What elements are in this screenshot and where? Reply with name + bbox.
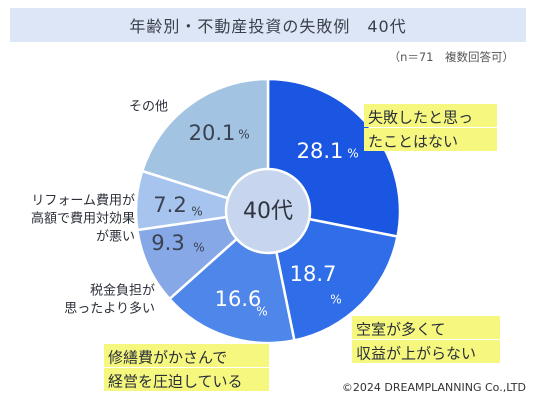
slice-category-label: たことはない: [368, 133, 458, 151]
pie-center: [224, 167, 312, 255]
copyright: ©2024 DREAMPLANNING Co.,LTD: [341, 381, 526, 394]
label-highlight: [352, 340, 500, 363]
slice-value-label: 16.6: [215, 287, 262, 311]
pie-slice: [266, 209, 399, 342]
slice-category-label: 経営を圧迫している: [108, 373, 243, 391]
slice-category-label: リフォーム費用が: [31, 194, 135, 209]
label-highlight: [364, 104, 497, 127]
slice-unit-label: %: [347, 147, 358, 161]
slice-value-label: 18.7: [290, 262, 337, 286]
pie-slice: [140, 77, 270, 213]
slice-category-label: 高額で費用対効果: [31, 211, 135, 227]
label-highlight: [104, 344, 269, 367]
pie-center-label: 40代: [243, 199, 293, 224]
slice-category-label: 修繕費がかさんで: [108, 349, 227, 367]
slice-value-label: 7.2: [153, 193, 186, 217]
slice-value-label: 20.1: [189, 121, 236, 145]
slice-value-label: 9.3: [151, 231, 184, 255]
sample-note: （n＝71 複数回答可）: [388, 50, 514, 64]
slice-category-label: 思ったより多い: [64, 301, 155, 317]
slice-category-label: その他: [129, 100, 168, 115]
label-highlight: [364, 128, 497, 151]
label-highlight: [352, 316, 500, 339]
slice-unit-label: %: [256, 305, 267, 319]
slice-unit-label: %: [330, 293, 341, 307]
slice-value-label: 28.1: [297, 139, 344, 163]
label-highlight: [104, 368, 269, 391]
slice-category-label: が悪い: [96, 230, 135, 245]
chart-title: 年齢別・不動産投資の失敗例 40代: [10, 8, 526, 42]
slice-unit-label: %: [193, 241, 204, 255]
slice-category-label: 失敗したと思っ: [368, 109, 473, 127]
slice-category-label: 税金負担が: [90, 283, 155, 299]
slice-category-label: 収益が上がらない: [356, 345, 476, 363]
slice-category-label: 空室が多くて: [356, 321, 446, 339]
slice-unit-label: %: [238, 128, 249, 142]
slice-unit-label: %: [191, 205, 202, 219]
